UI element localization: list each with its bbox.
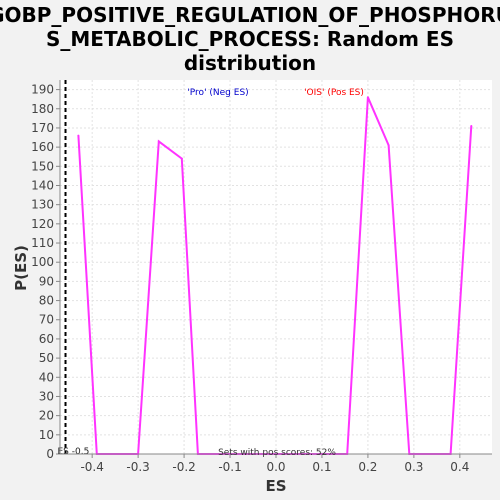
y-tick-label: 70 — [39, 313, 54, 327]
x-tick-label: -0.4 — [80, 460, 103, 474]
x-tick-label: 0.1 — [312, 460, 331, 474]
data-point — [366, 96, 369, 99]
y-tick-label: 150 — [31, 159, 54, 173]
y-tick-label: 180 — [31, 102, 54, 116]
y-axis: 0 10 20 30 40 50 60 70 80 90 100 110 120 130 140 150 160… — [31, 83, 60, 461]
x-tick-label: 0.2 — [358, 460, 377, 474]
y-tick-label: 100 — [31, 255, 54, 269]
plot-area — [60, 80, 492, 454]
y-tick-label: 130 — [31, 198, 54, 212]
x-axis: -0.4 -0.3 -0.2 -0.1 0.0 0.1 0.2 0.3 0.4 — [80, 454, 469, 474]
y-tick-label: 140 — [31, 178, 54, 192]
y-tick-label: 20 — [39, 409, 54, 423]
data-point — [470, 125, 473, 128]
y-axis-label: P(ES) — [12, 245, 30, 291]
pos-scores-annotation: Sets with pos scores: 52% — [218, 448, 336, 458]
x-tick-label: -0.2 — [172, 460, 195, 474]
y-tick-label: 0 — [46, 447, 54, 461]
x-tick-label: -0.1 — [218, 460, 241, 474]
y-tick-label: 170 — [31, 121, 54, 135]
x-tick-label: 0.4 — [450, 460, 469, 474]
y-tick-label: 10 — [39, 428, 54, 442]
y-tick-label: 110 — [31, 236, 54, 250]
x-axis-label: ES — [265, 477, 286, 495]
y-tick-label: 120 — [31, 217, 54, 231]
y-tick-label: 160 — [31, 140, 54, 154]
y-tick-label: 40 — [39, 370, 54, 384]
marker-layer: ES -0.5 — [58, 80, 90, 457]
y-tick-label: 60 — [39, 332, 54, 346]
x-tick-label: 0.0 — [266, 460, 285, 474]
neg-es-annotation: 'Pro' (Neg ES) — [187, 88, 248, 98]
data-point — [77, 134, 80, 137]
y-tick-label: 190 — [31, 83, 54, 97]
grid-lines — [60, 80, 492, 455]
data-point — [180, 157, 183, 160]
y-tick-label: 30 — [39, 389, 54, 403]
chart-title-line-1: GOBP_POSITIVE_REGULATION_OF_PHOSPHORU — [0, 3, 500, 27]
y-tick-label: 90 — [39, 274, 54, 288]
x-tick-label: -0.3 — [126, 460, 149, 474]
x-tick-label: 0.3 — [404, 460, 423, 474]
data-point — [387, 144, 390, 147]
chart-title-line-3: distribution — [184, 51, 316, 75]
y-tick-label: 80 — [39, 294, 54, 308]
pos-es-annotation: 'OIS' (Pos ES) — [304, 88, 364, 98]
y-tick-label: 50 — [39, 351, 54, 365]
data-point — [157, 140, 160, 143]
chart-title-line-2: S_METABOLIC_PROCESS: Random ES — [46, 27, 454, 51]
actual-es-label: ES -0.5 — [58, 447, 90, 457]
